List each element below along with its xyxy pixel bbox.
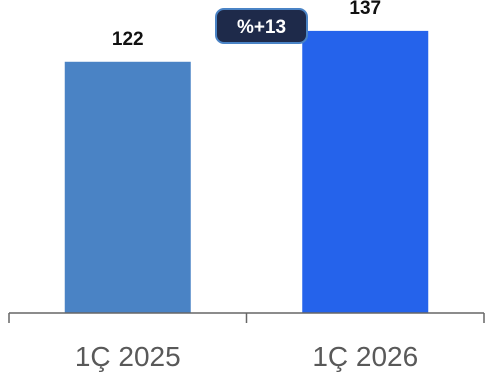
data-label-2: 137	[349, 0, 381, 19]
x-axis: 1Ç 2025 1Ç 2026	[8, 312, 485, 372]
x-tick-label-1: 1Ç 2025	[75, 341, 181, 372]
bar-2	[302, 30, 429, 314]
x-tick-label-2: 1Ç 2026	[312, 341, 418, 372]
growth-badge: %+13	[215, 8, 308, 44]
data-label-1: 122	[112, 29, 144, 50]
bars-layer	[64, 30, 429, 314]
bar-1	[64, 61, 191, 313]
growth-badge-text: %+13	[237, 17, 286, 38]
growth-badge-box	[215, 8, 308, 44]
data-labels-layer: 122 137	[112, 0, 381, 50]
